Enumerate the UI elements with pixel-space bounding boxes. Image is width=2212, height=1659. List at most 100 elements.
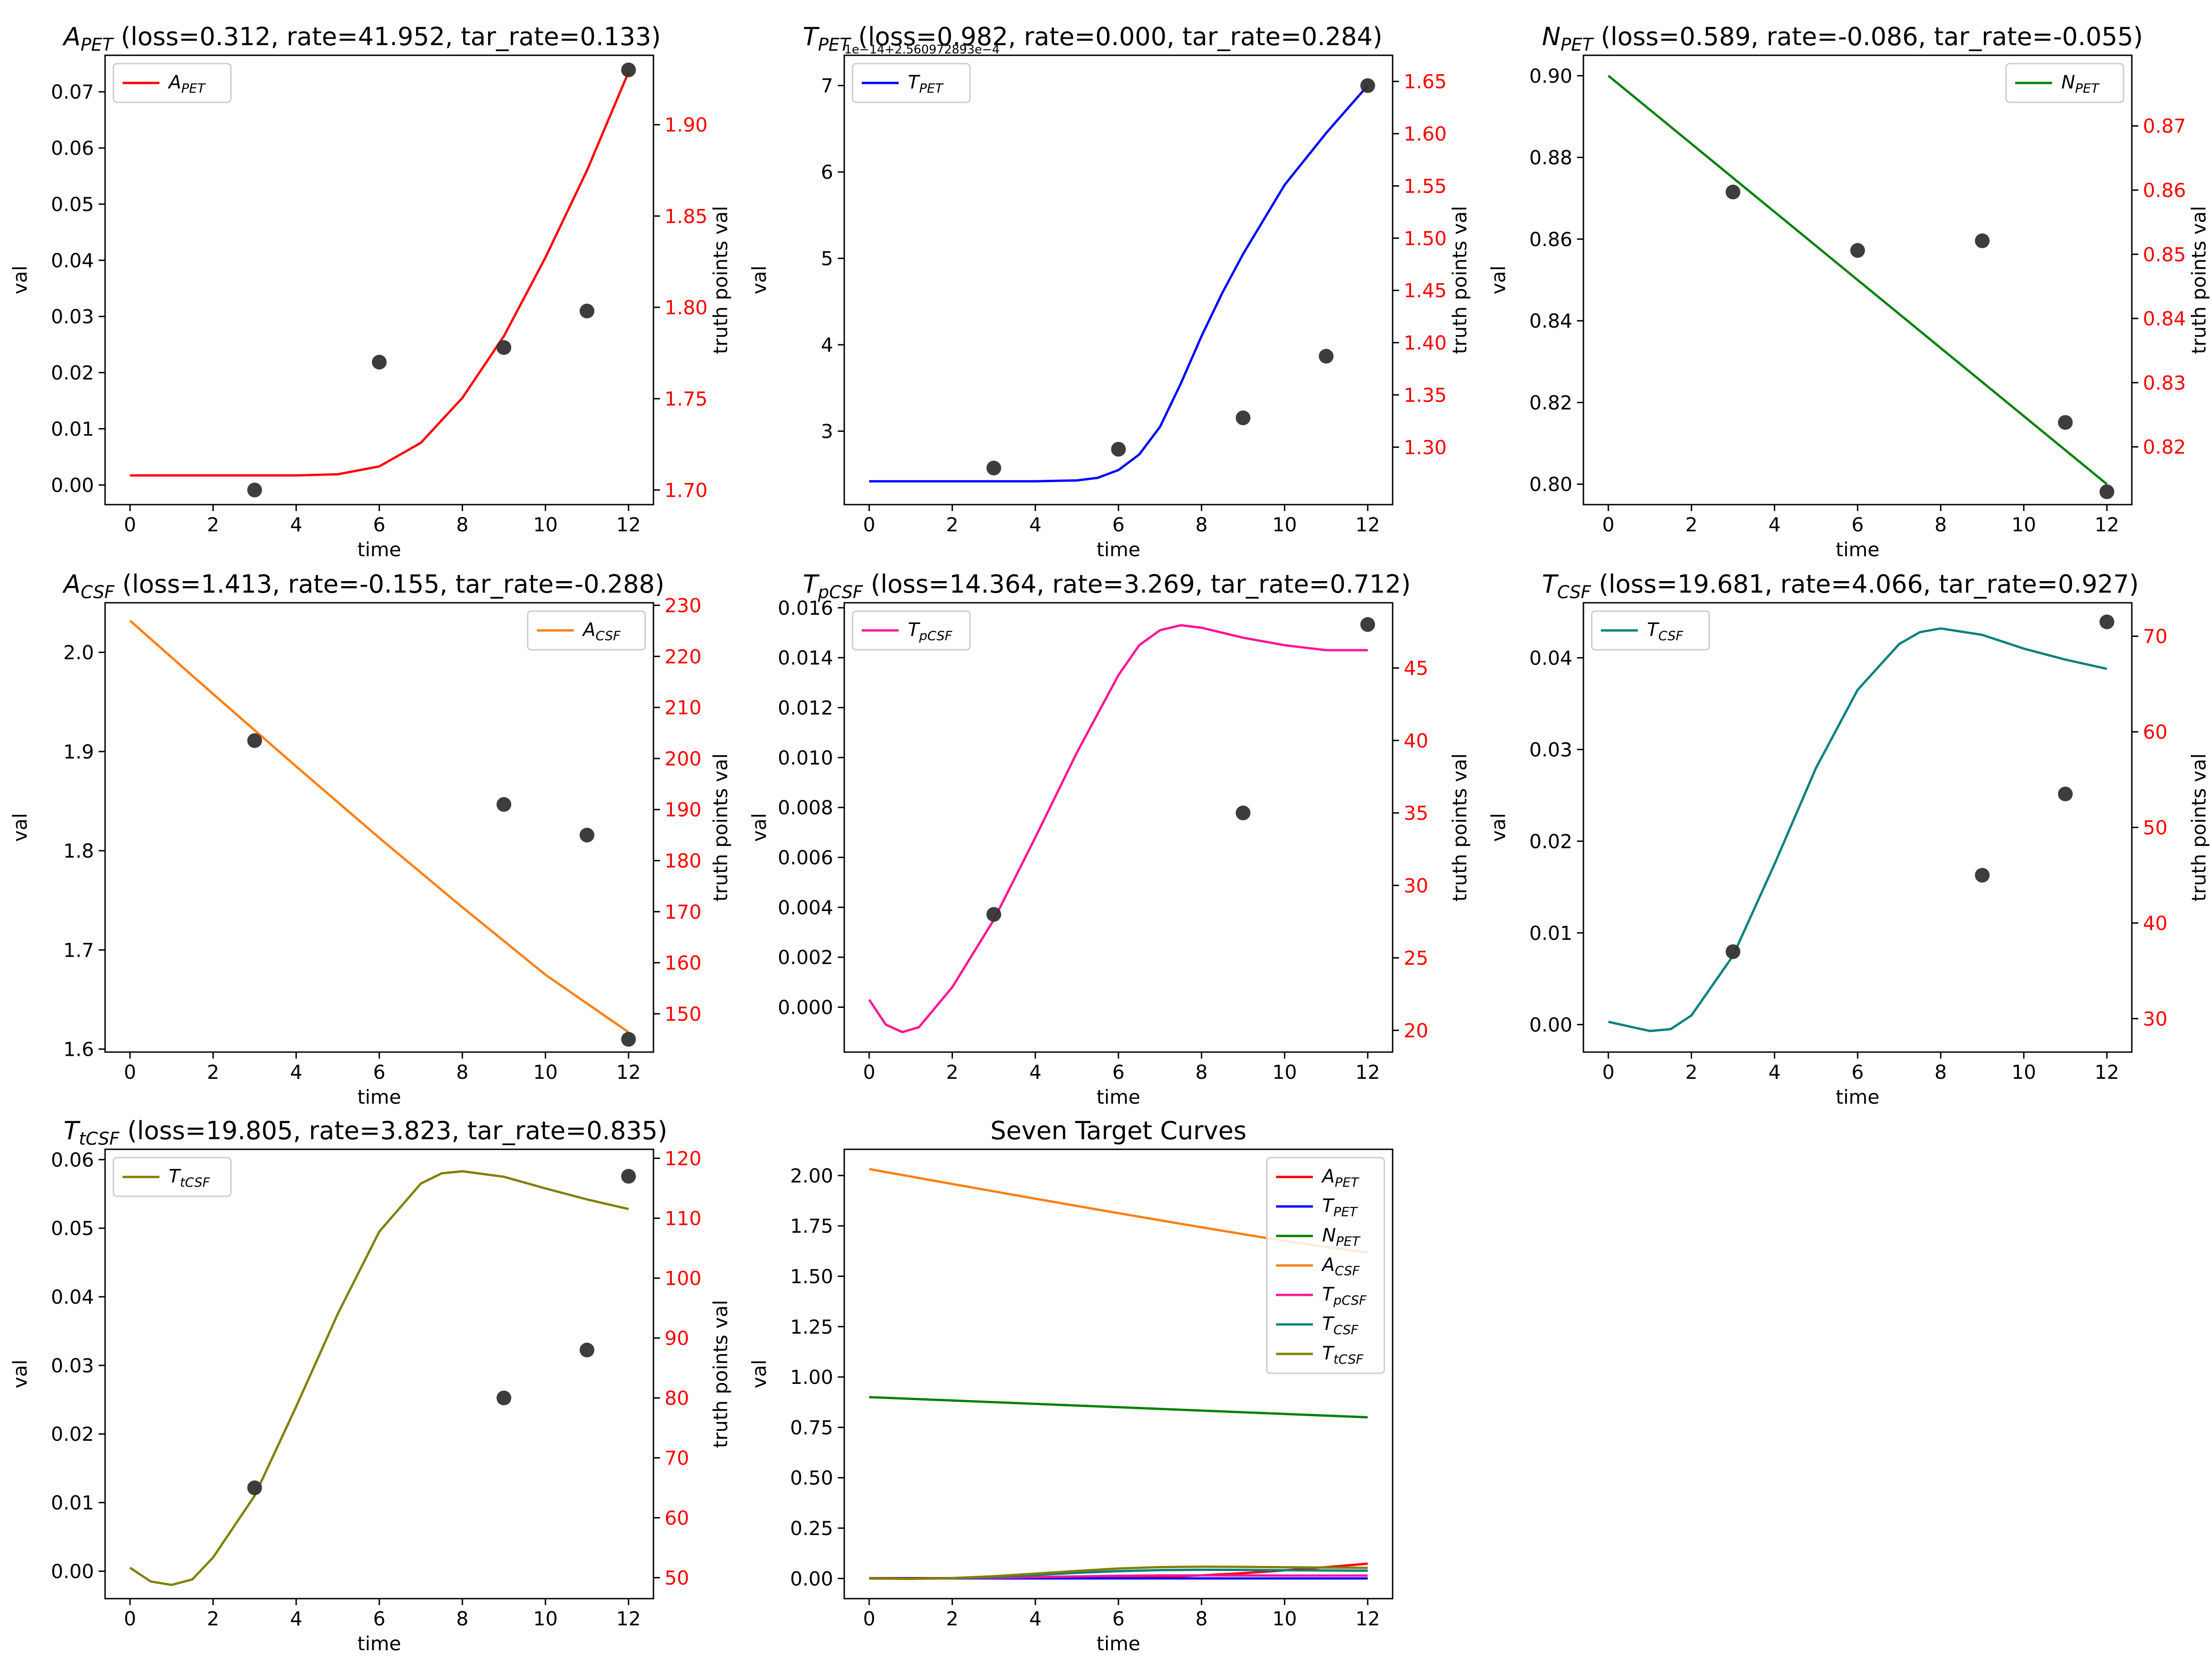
legend-entry: APET	[167, 72, 206, 96]
y-tick-label: 0.00	[1529, 1013, 1572, 1036]
y2-axis-label: truth points val	[709, 206, 732, 354]
x-tick-label: 0	[124, 1607, 136, 1630]
y2-tick-label: 0.84	[2143, 307, 2186, 330]
title-rest: (loss=19.805, rate=3.823, tar_rate=0.835…	[119, 1116, 667, 1145]
legend-subscript: pCSF	[918, 628, 953, 643]
chart-panel-6: TCSF (loss=19.681, rate=4.066, tar_rate=…	[1487, 570, 2210, 1108]
title-symbol: T	[803, 22, 820, 51]
y2-tick-label: 170	[665, 900, 701, 923]
y-tick-label: 0.00	[790, 1567, 833, 1590]
y2-tick-label: 110	[665, 1207, 701, 1230]
y-tick-label: 1.25	[790, 1316, 833, 1338]
series-line-pet-n	[1607, 75, 2108, 485]
title-text: Seven Target Curves	[990, 1116, 1247, 1145]
x-tick-label: 2	[946, 513, 959, 536]
title-rest: (loss=19.681, rate=4.066, tar_rate=0.927…	[1591, 570, 2139, 599]
y-tick-label: 0.80	[1529, 473, 1572, 496]
legend: ACSF	[527, 610, 646, 651]
legend-entry: NPET	[2061, 72, 2100, 96]
truth-point	[621, 1169, 636, 1184]
legend-box	[852, 610, 971, 651]
x-tick-label: 12	[616, 1061, 641, 1083]
legend-entry: TPET	[908, 72, 944, 96]
x-axis-label: time	[1097, 1086, 1141, 1108]
x-tick-label: 12	[1355, 513, 1380, 536]
title-rest: (loss=0.589, rate=-0.086, tar_rate=-0.05…	[1593, 22, 2143, 51]
chart-title: TPET (loss=0.982, rate=0.000, tar_rate=0…	[803, 22, 1382, 55]
legend-symbol: T	[169, 1166, 182, 1187]
y2-tick-label: 40	[2143, 912, 2167, 935]
title-rest: (loss=0.982, rate=0.000, tar_rate=0.284)	[850, 22, 1382, 51]
y2-tick-label: 150	[665, 1003, 701, 1025]
y-tick-label: 0.016	[778, 597, 833, 619]
truth-point	[496, 797, 512, 812]
truth-point	[247, 482, 262, 498]
legend-symbol: T	[908, 72, 921, 93]
y-axis-label: val	[748, 813, 771, 841]
y-tick-label: 1.7	[63, 939, 94, 961]
title-rest: (loss=14.364, rate=3.269, tar_rate=0.712…	[863, 570, 1411, 599]
y2-tick-label: 90	[665, 1327, 689, 1350]
title-symbol: T	[64, 1116, 81, 1145]
y-tick-label: 0.004	[778, 896, 833, 919]
x-tick-label: 4	[1029, 1607, 1041, 1630]
legend-subscript: tCSF	[180, 1175, 210, 1190]
x-axis-label: time	[358, 538, 401, 561]
legend-subscript: PET	[1335, 1175, 1359, 1190]
y-tick-label: 0.014	[778, 647, 833, 669]
legend-subscript: PET	[181, 81, 206, 96]
y-tick-label: 0.006	[778, 847, 833, 869]
legend-subscript: PET	[1333, 1204, 1358, 1219]
x-axis-label: time	[1097, 1632, 1141, 1655]
y-axis-label: val	[748, 1359, 771, 1388]
y2-tick-label: 0.85	[2143, 243, 2186, 266]
legend-subscript: CSF	[1658, 628, 1683, 643]
y-tick-label: 0.04	[1529, 647, 1572, 669]
title-symbol: A	[62, 570, 81, 599]
y-tick-label: 4	[821, 334, 833, 356]
y2-tick-label: 1.50	[1404, 227, 1447, 250]
legend-box	[527, 610, 646, 651]
y2-tick-label: 1.35	[1404, 384, 1447, 406]
x-tick-label: 2	[1685, 1061, 1698, 1083]
x-axis-label: time	[1836, 1086, 1880, 1108]
chart-panel-8: Seven Target Curves 0 2 4 6 8 10 12 time 0.00 0.25…	[748, 1116, 1394, 1655]
legend-symbol: T	[908, 619, 921, 641]
truth-point	[1235, 806, 1251, 821]
series-line-pet-t	[869, 84, 1369, 482]
y2-tick-label: 160	[665, 952, 701, 974]
x-tick-label: 8	[1935, 513, 1947, 536]
y-tick-label: 0.25	[790, 1517, 833, 1540]
y-axis-label: val	[1487, 265, 1510, 294]
truth-point	[496, 1390, 512, 1406]
title-rest: (loss=0.312, rate=41.952, tar_rate=0.133…	[113, 22, 661, 51]
y2-tick-label: 70	[665, 1447, 689, 1470]
series-line-pcsf-t	[868, 624, 1368, 1034]
series-line-csf-a	[129, 619, 629, 1034]
y2-tick-label: 190	[665, 799, 701, 821]
y-axis-label: val	[1487, 813, 1510, 841]
y2-tick-label: 30	[1404, 874, 1428, 897]
y2-tick-label: 35	[1404, 802, 1428, 824]
legend: APET	[112, 63, 232, 103]
y2-tick-label: 220	[665, 645, 701, 668]
y-tick-label: 1.00	[790, 1366, 833, 1388]
chart-panel-5: TpCSF (loss=14.364, rate=3.269, tar_rate…	[748, 570, 1471, 1108]
y-tick-label: 0.03	[51, 1354, 94, 1377]
y-axis-label: val	[748, 265, 771, 294]
chart-panel-7: TtCSF (loss=19.805, rate=3.823, tar_rate…	[9, 1116, 732, 1655]
y2-tick-label: 25	[1404, 947, 1428, 970]
title-symbol: A	[62, 22, 81, 51]
legend-entry: TPET	[1322, 1195, 1358, 1219]
y-tick-label: 0.02	[51, 1423, 94, 1446]
chart-panel-2: TPET (loss=0.982, rate=0.000, tar_rate=0…	[748, 22, 1471, 561]
truth-point	[1111, 441, 1126, 457]
x-tick-label: 0	[863, 1061, 876, 1083]
title-subscript: PET	[818, 35, 852, 55]
legend-entry: ACSF	[582, 619, 621, 643]
y2-tick-label: 0.86	[2143, 179, 2186, 202]
truth-point	[1725, 184, 1741, 200]
y-tick-label: 1.9	[63, 741, 94, 763]
legend-entry: APET	[1321, 1166, 1359, 1190]
